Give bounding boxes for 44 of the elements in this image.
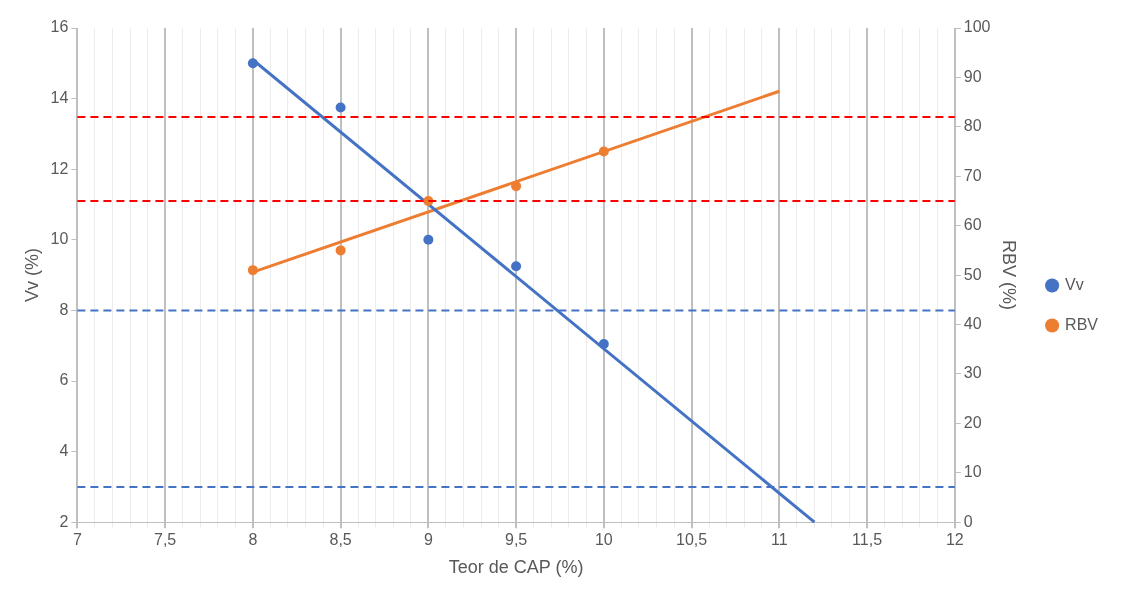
point [423,234,434,245]
point [247,265,258,276]
x-tick-label: 11 [771,531,788,549]
legend-label: Vv [1065,275,1084,293]
y-tick-label: 10 [50,230,69,248]
y2-axis-title: RBV (%) [999,240,1020,311]
y-tick-label: 2 [59,512,69,530]
y2-tick-label: 10 [963,463,982,481]
y2-tick-label: 50 [963,265,982,283]
y2-tick-label: 70 [963,166,982,184]
point [335,102,346,113]
x-tick-label: 11,5 [852,531,883,549]
point [511,261,522,272]
x-tick-label: 10 [594,531,613,549]
x-tick-label: 8 [248,531,258,549]
y2-tick-label: 60 [963,216,982,234]
y2-tick-label: 40 [963,314,982,332]
point [335,245,346,256]
x-tick-label: 7 [72,531,82,549]
x-tick-label: 12 [945,531,964,549]
legend-label: RBV [1065,315,1099,333]
y2-tick-label: 80 [963,117,982,135]
point [511,181,522,192]
x-tick-label: 10,5 [676,531,708,549]
y-tick-label: 4 [59,442,69,460]
y-tick-label: 16 [50,18,69,36]
x-tick-label: 9,5 [504,531,528,549]
y-tick-label: 14 [50,89,69,107]
y2-tick-label: 30 [963,364,982,382]
y-tick-label: 6 [59,371,69,389]
y2-tick-label: 90 [963,67,982,85]
y-tick-label: 12 [50,159,69,177]
y2-tick-label: 100 [963,18,991,36]
y-axis-title: Vv (%) [21,248,42,303]
x-tick-label: 7,5 [154,531,177,549]
x-tick-label: 8,5 [329,531,352,549]
point [247,58,258,69]
y2-tick-label: 20 [963,413,982,431]
x-axis-title: Teor de CAP (%) [448,557,584,578]
point [598,338,609,349]
y2-tick-label: 0 [963,512,973,530]
x-tick-label: 9 [423,531,433,549]
point [598,146,609,157]
y-tick-label: 8 [59,300,69,318]
